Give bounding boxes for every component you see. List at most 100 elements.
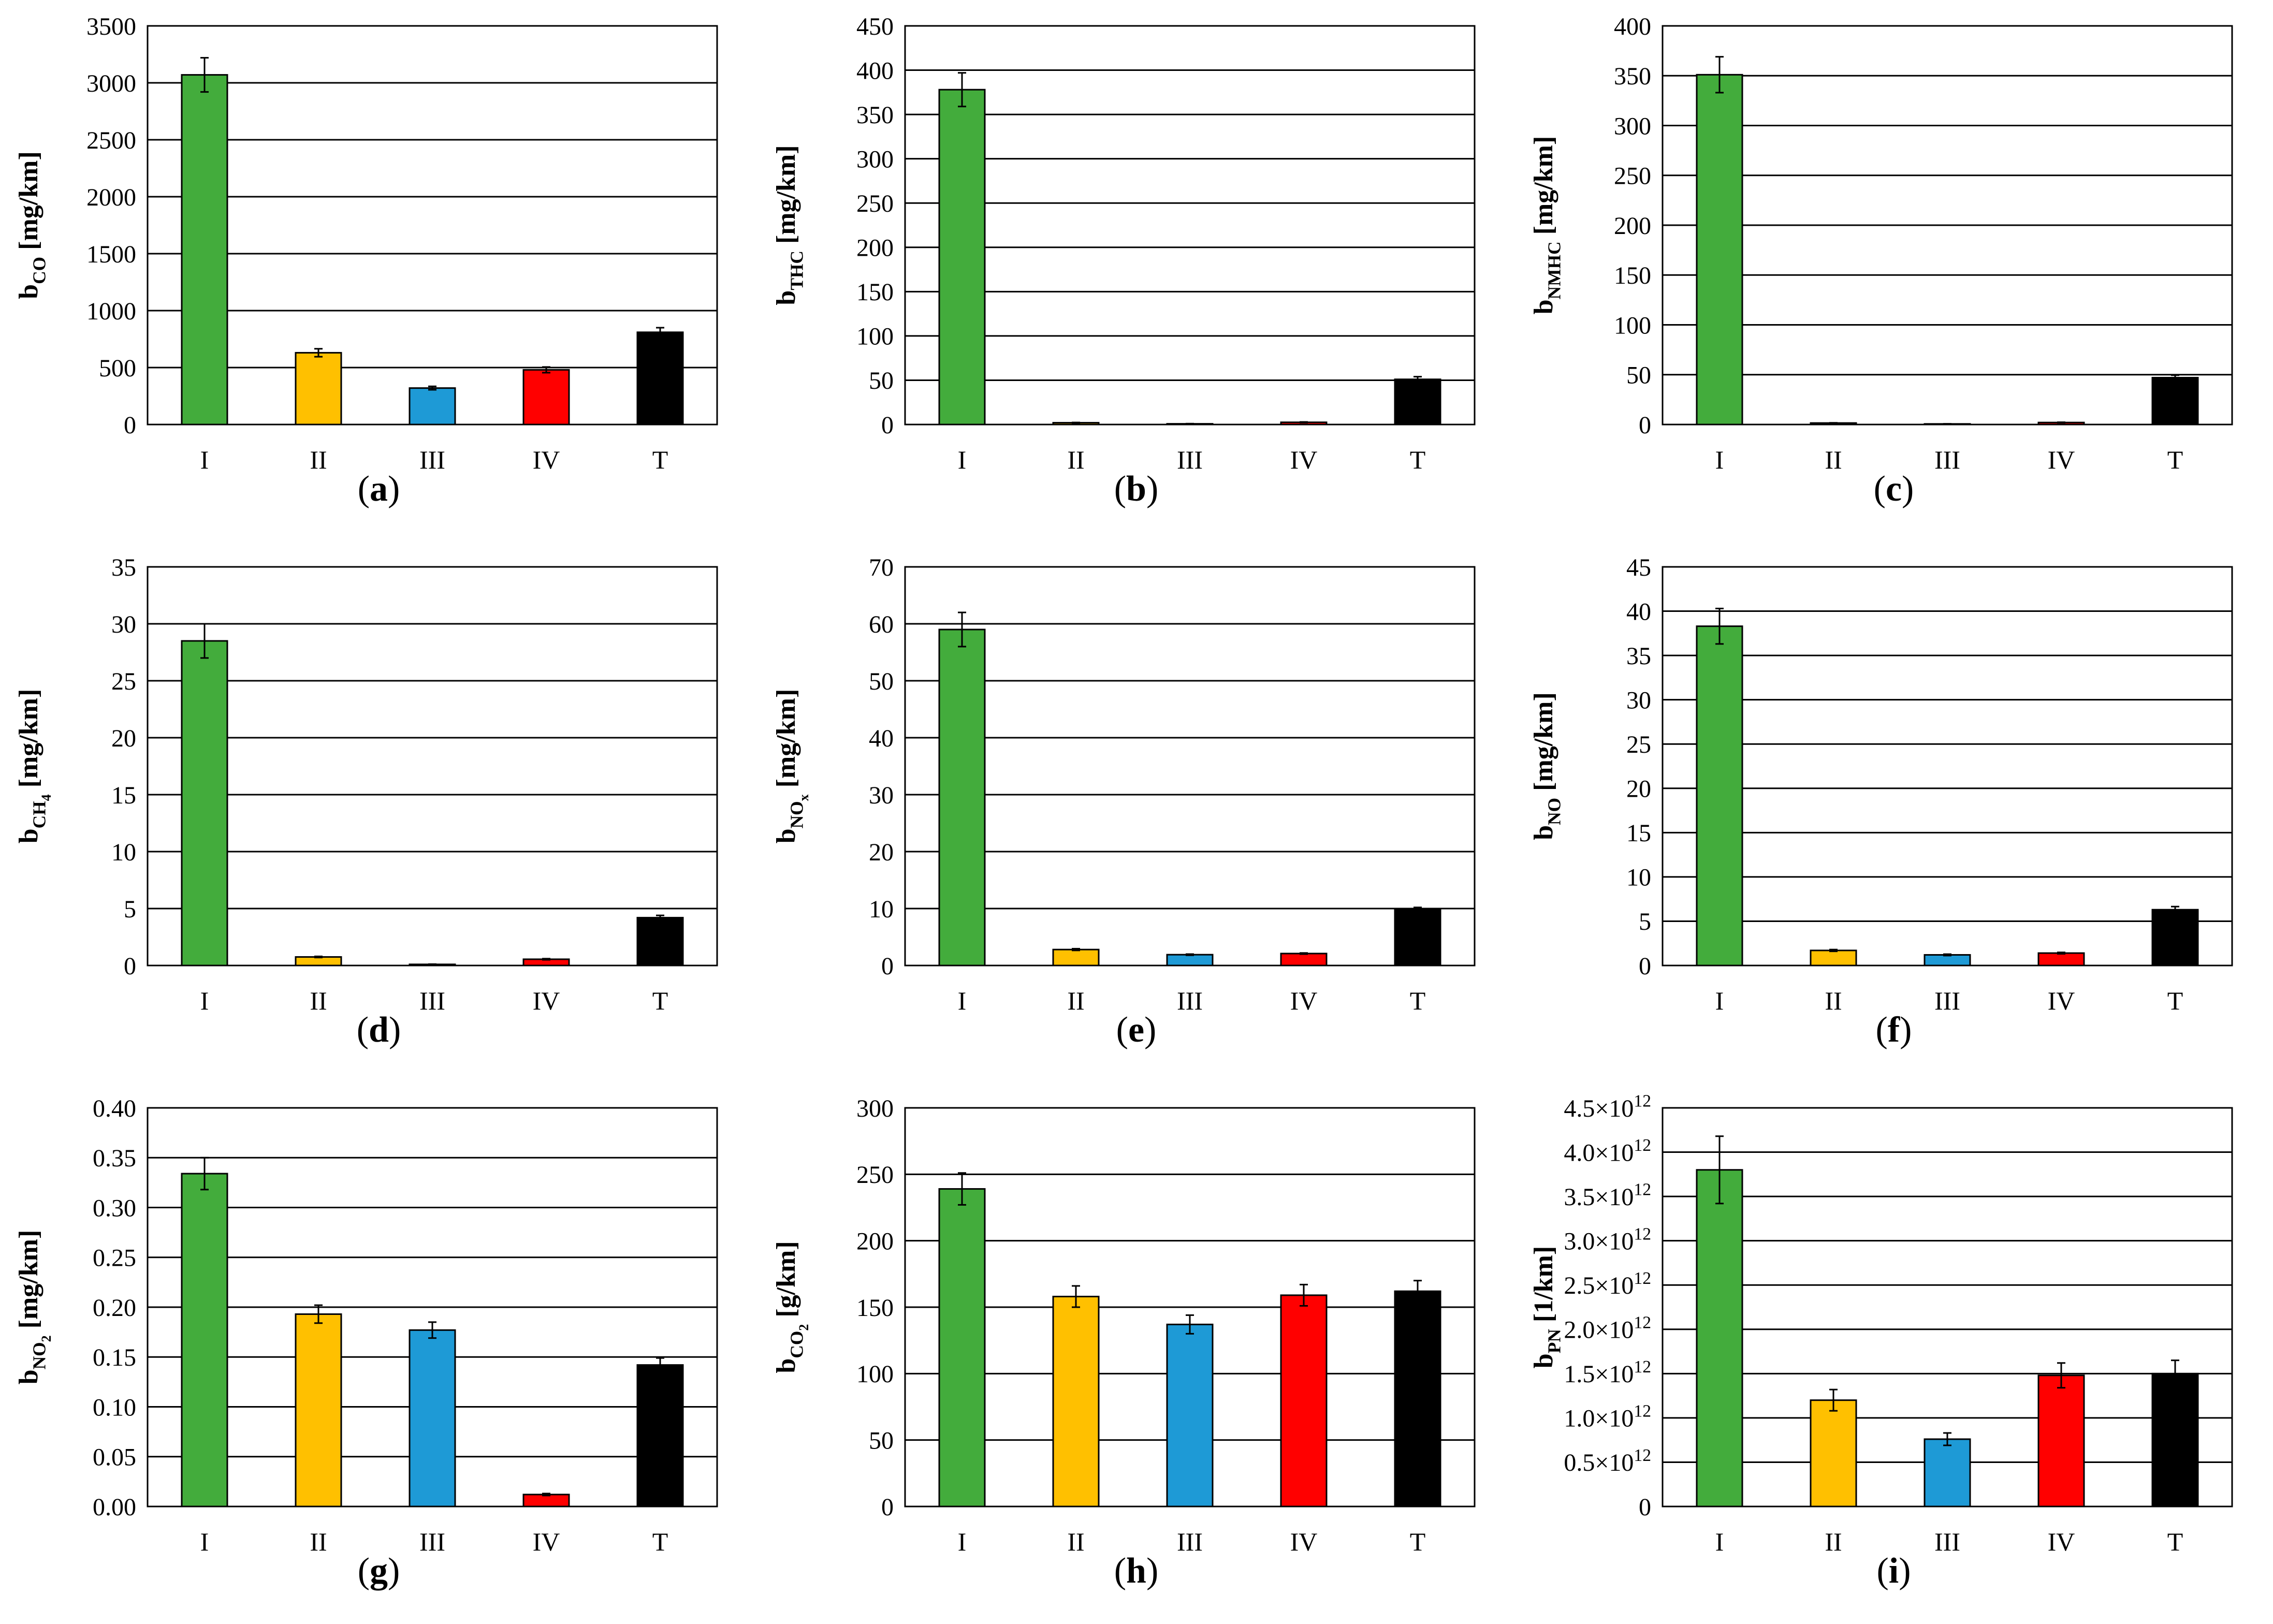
- bar-III: [1924, 954, 1971, 967]
- bar-I: [181, 74, 228, 426]
- x-tick-label: III: [1934, 986, 1960, 1015]
- y-tick-label: 0.15: [93, 1344, 136, 1371]
- y-tick-label: 20: [111, 725, 136, 752]
- y-tick-label: 2.5×1012: [1564, 1269, 1651, 1299]
- y-tick-label: 0: [881, 412, 894, 439]
- caption-e: (e): [1116, 1010, 1157, 1050]
- y-tick-label: 0: [124, 412, 136, 439]
- y-tick-label: 150: [1614, 262, 1651, 289]
- y-axis-label: bNO [mg/km]: [1529, 692, 1565, 840]
- y-tick-exponent: 12: [1634, 1401, 1651, 1421]
- bar-T: [636, 1364, 684, 1508]
- x-tick-label: IV: [533, 1527, 560, 1556]
- bar-IV: [522, 1494, 570, 1508]
- x-tick-label: II: [1825, 445, 1842, 474]
- y-tick-label: 20: [1626, 776, 1651, 803]
- plot-area: [147, 566, 718, 967]
- bar-III: [409, 1329, 456, 1508]
- x-tick-label: III: [1177, 986, 1203, 1015]
- x-tick-label: I: [958, 1527, 967, 1556]
- y-axis-label: bNMHC [mg/km]: [1529, 136, 1565, 315]
- y-tick-label: 2.0×1012: [1564, 1313, 1651, 1343]
- x-tick-label: T: [1410, 1527, 1426, 1556]
- y-axis-label: bTHC [mg/km]: [771, 145, 807, 305]
- bar-IV: [2037, 1374, 2085, 1508]
- bar-T: [636, 331, 684, 426]
- y-tick-label: 400: [856, 57, 894, 84]
- bar-I: [1696, 625, 1743, 967]
- bar-II: [1052, 1295, 1100, 1508]
- y-tick-label: 30: [869, 782, 894, 809]
- y-tick-label: 50: [1626, 362, 1651, 389]
- x-tick-label: T: [2167, 1527, 2183, 1556]
- x-tick-label: I: [1715, 1527, 1724, 1556]
- plot-area: [904, 566, 1476, 967]
- bar-II: [295, 1313, 342, 1508]
- y-tick-label: 0.05: [93, 1444, 136, 1471]
- panel-i: 0 0.5×1012 1.0×1012 1.5×1012 2.0×1012 2.5×101…: [1515, 1082, 2272, 1623]
- caption-h: (h): [1114, 1551, 1159, 1591]
- y-axis-label: bCO2 [g/km]: [771, 1241, 811, 1373]
- x-tick-label: III: [1177, 1527, 1203, 1556]
- y-tick-label: 10: [111, 839, 136, 866]
- y-tick-label: 100: [856, 323, 894, 350]
- y-tick-label: 150: [856, 1294, 894, 1322]
- y-tick-label: 45: [1626, 554, 1651, 581]
- x-tick-label: T: [652, 1527, 668, 1556]
- bar-I: [1696, 1169, 1743, 1508]
- x-tick-label: IV: [1290, 445, 1318, 474]
- bar-III: [1166, 1323, 1214, 1508]
- bar-T: [2151, 909, 2199, 967]
- y-tick-exponent: 12: [1634, 1313, 1651, 1332]
- x-tick-label: IV: [2048, 986, 2075, 1015]
- x-tick-label: III: [1177, 445, 1203, 474]
- x-tick-label: I: [1715, 445, 1724, 474]
- bar-II: [295, 352, 342, 426]
- y-tick-label: 10: [869, 896, 894, 923]
- caption-d: (d): [356, 1010, 401, 1050]
- y-axis-label: bCO [mg/km]: [14, 151, 50, 299]
- y-tick-label: 35: [1626, 642, 1651, 670]
- bar-T: [1394, 909, 1441, 967]
- panel-g: 0.00 0.05 0.10 0.15 0.20 0.25 0.30 0.35 0.40 I II I…: [0, 1082, 757, 1623]
- y-tick-label: 4.0×1012: [1564, 1136, 1651, 1166]
- y-tick-label: 300: [856, 1095, 894, 1122]
- y-tick-exponent: 12: [1634, 1446, 1651, 1465]
- y-axis-label: bNO2 [mg/km]: [14, 1230, 54, 1385]
- x-tick-label: T: [2167, 445, 2183, 474]
- y-tick-label: 200: [856, 235, 894, 262]
- y-tick-label: 0: [881, 1494, 894, 1521]
- x-tick-label: T: [1410, 986, 1426, 1015]
- x-tick-label: II: [1067, 1527, 1084, 1556]
- y-tick-label: 0.35: [93, 1145, 136, 1172]
- bar-T: [636, 917, 684, 967]
- y-tick-label: 30: [1626, 686, 1651, 714]
- y-tick-label: 1.0×1012: [1564, 1401, 1651, 1432]
- bar-IV: [522, 369, 570, 426]
- y-tick-label: 50: [869, 1427, 894, 1454]
- y-tick-label: 1000: [86, 298, 136, 325]
- y-tick-label: 60: [869, 611, 894, 638]
- x-tick-label: T: [652, 986, 668, 1015]
- x-tick-label: IV: [1290, 1527, 1318, 1556]
- x-tick-label: II: [310, 445, 327, 474]
- bar-II: [1052, 948, 1100, 967]
- y-tick-label: 3.5×1012: [1564, 1180, 1651, 1211]
- x-tick-label: II: [310, 986, 327, 1015]
- y-tick-label: 10: [1626, 864, 1651, 891]
- x-tick-label: I: [958, 445, 967, 474]
- y-tick-label: 0.25: [93, 1245, 136, 1272]
- x-tick-label: T: [1410, 445, 1426, 474]
- bar-II: [1810, 1399, 1857, 1508]
- x-tick-label: T: [652, 445, 668, 474]
- y-tick-exponent: 12: [1634, 1180, 1651, 1199]
- x-tick-label: II: [1825, 986, 1842, 1015]
- bar-I: [181, 640, 228, 967]
